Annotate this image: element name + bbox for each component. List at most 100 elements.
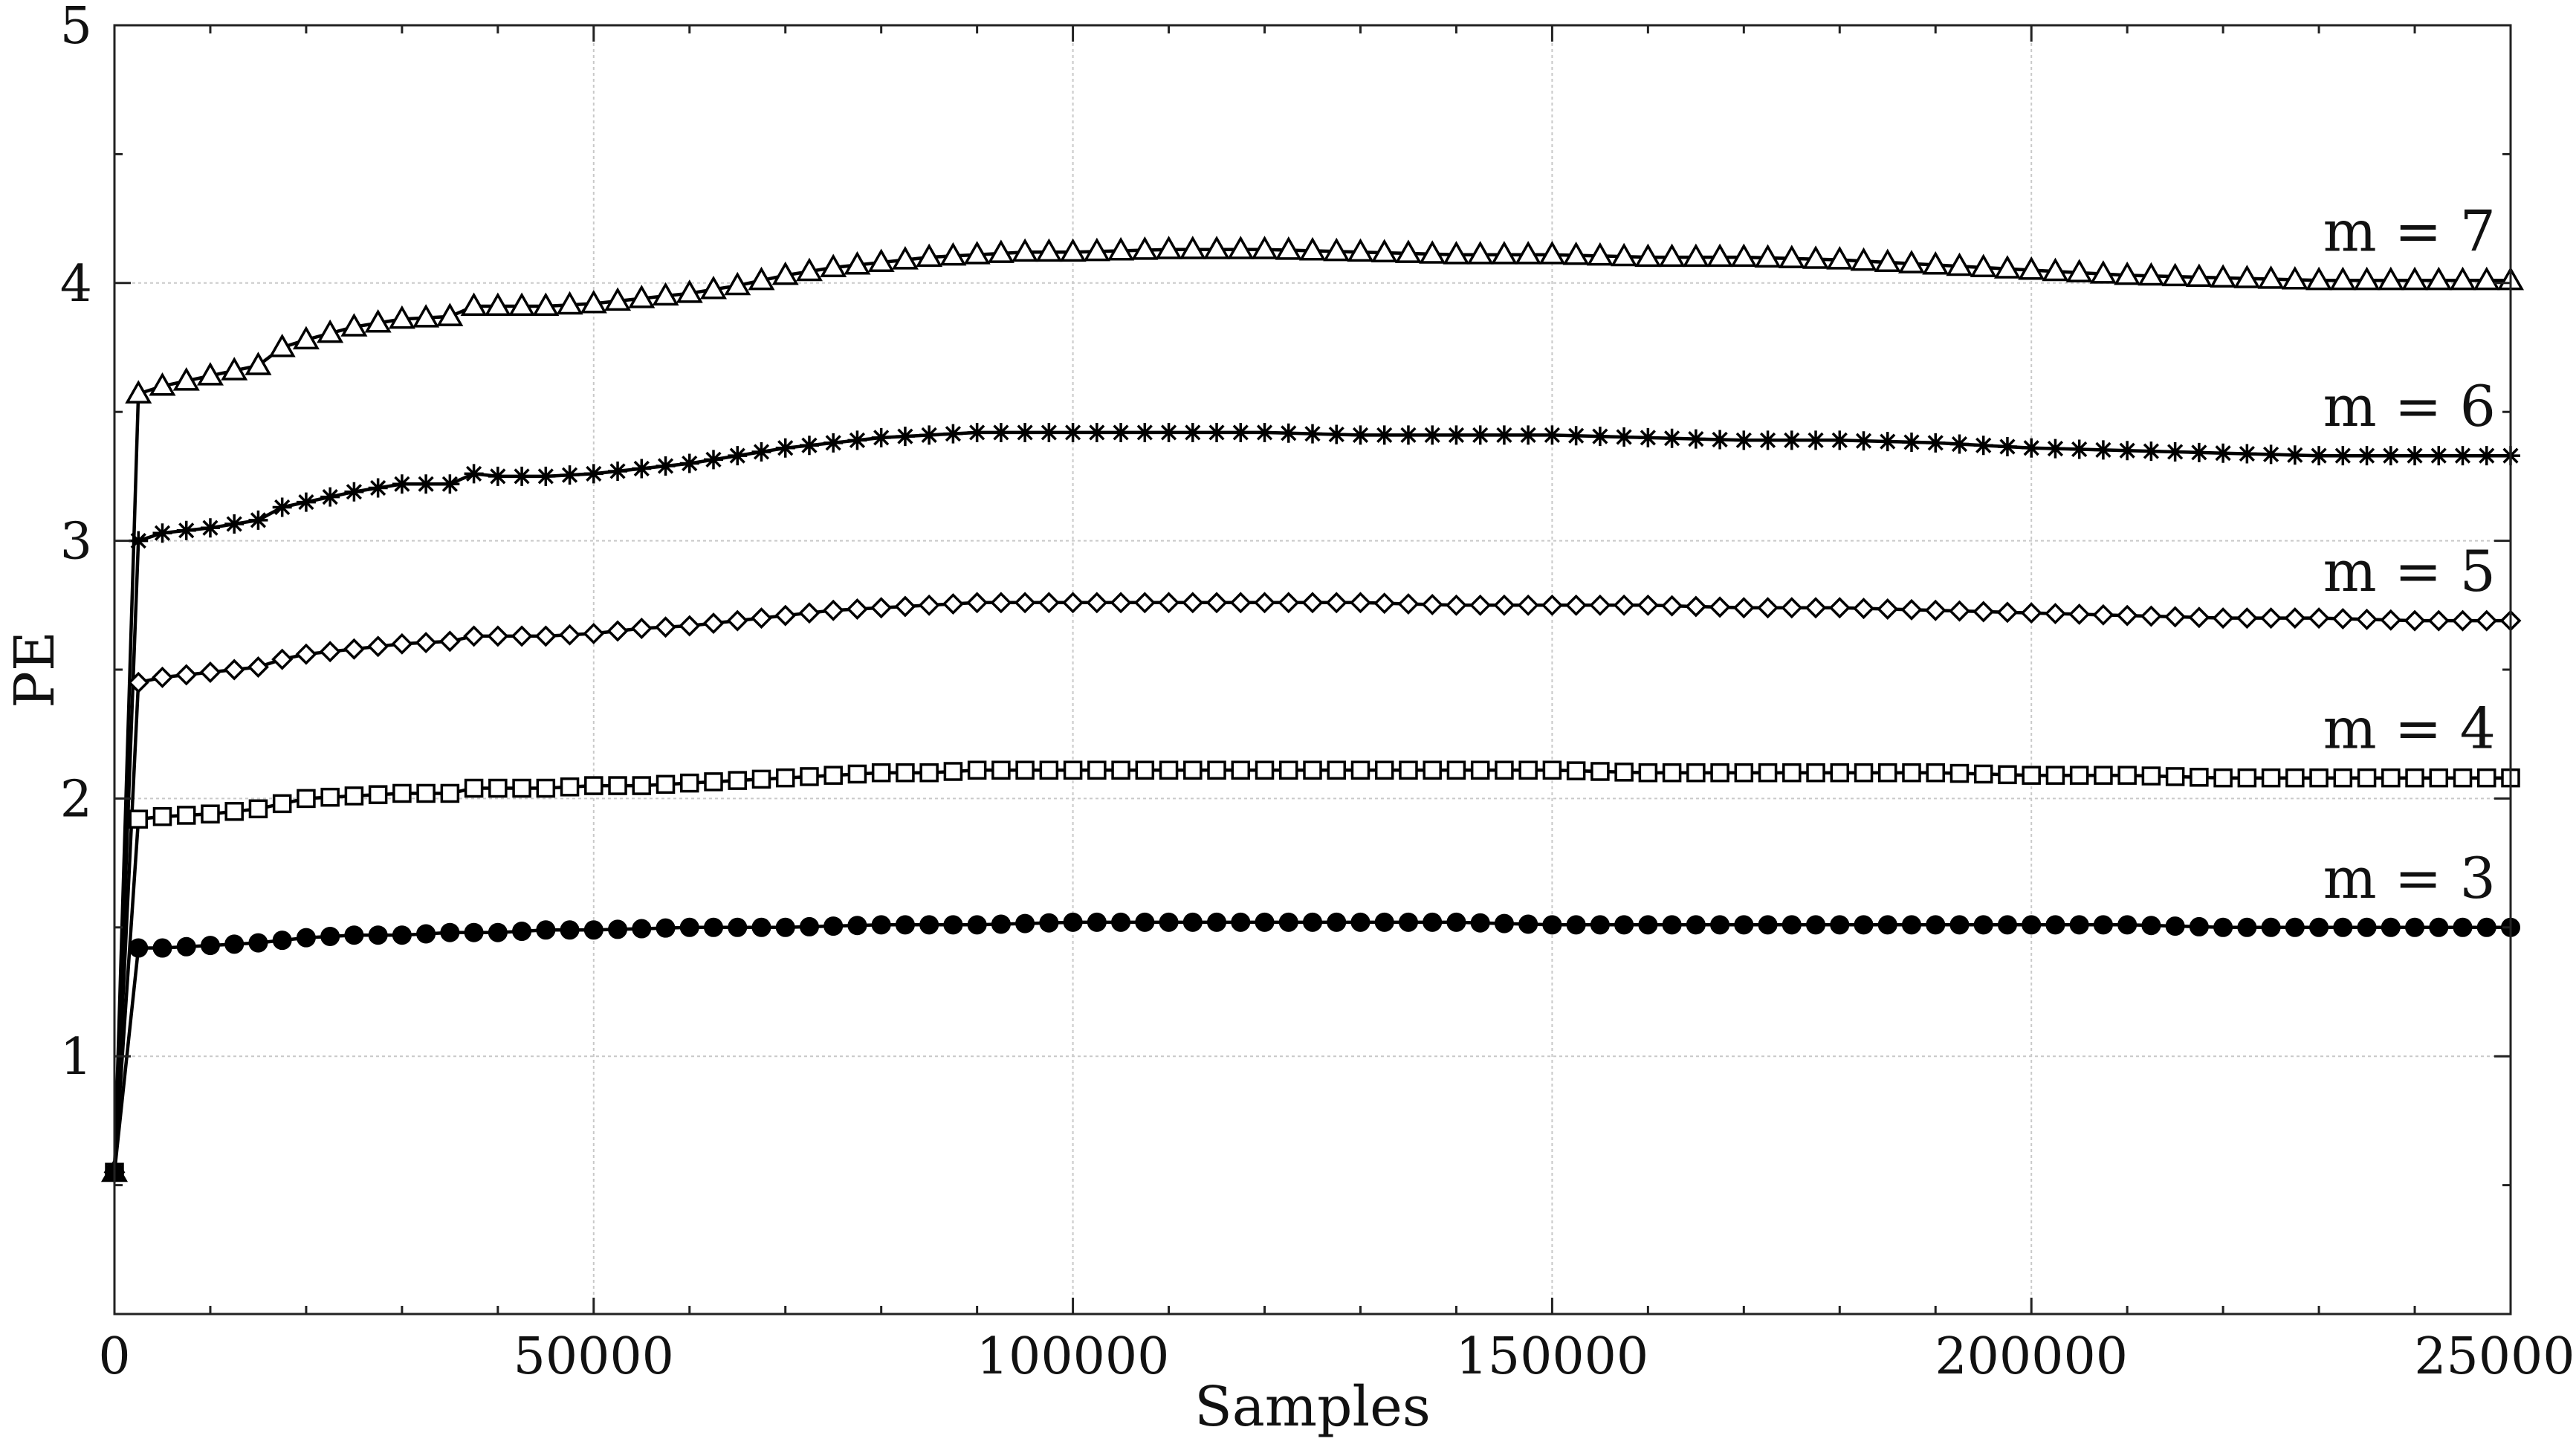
triangle-marker	[604, 287, 632, 311]
square-marker	[1926, 763, 1945, 783]
asterisk-marker	[512, 466, 532, 486]
square-marker	[680, 773, 699, 793]
asterisk-marker	[2261, 444, 2281, 465]
square-marker	[152, 806, 172, 826]
square-marker	[2453, 768, 2473, 788]
square-marker	[2285, 768, 2305, 788]
triangle-marker	[2042, 257, 2069, 282]
asterisk-marker	[1207, 422, 1227, 442]
square-marker	[1063, 760, 1083, 780]
diamond-marker	[2284, 607, 2306, 630]
circle-marker	[1926, 915, 1946, 935]
circle-marker	[656, 918, 676, 938]
triangle-marker	[1083, 237, 1110, 262]
y-tick-label: 4	[60, 255, 92, 314]
diamond-marker	[1086, 592, 1108, 614]
square-marker	[2237, 768, 2257, 788]
square-marker	[1782, 763, 1802, 783]
circle-marker	[2022, 915, 2042, 935]
triangle-marker	[1275, 236, 1302, 260]
triangle-marker	[1059, 238, 1087, 262]
diamond-marker	[1996, 601, 2019, 624]
triangle-marker	[412, 304, 440, 328]
square-marker	[1542, 760, 1562, 780]
square-marker	[272, 794, 292, 814]
asterisk-marker	[488, 466, 508, 486]
circle-marker	[2237, 917, 2257, 937]
triangle-marker	[2257, 265, 2285, 289]
square-marker	[344, 786, 364, 806]
circle-marker	[1566, 915, 1586, 935]
diamond-marker	[295, 643, 317, 665]
diamond-marker	[1062, 592, 1084, 614]
square-marker	[871, 763, 891, 783]
asterisk-marker	[1423, 425, 1443, 445]
triangle-marker	[820, 253, 847, 277]
diamond-marker	[583, 622, 605, 644]
square-marker	[416, 783, 436, 803]
circle-marker	[2141, 916, 2161, 936]
circle-marker	[632, 919, 652, 939]
square-marker	[751, 769, 771, 789]
circle-marker	[1542, 915, 1562, 935]
diamond-marker	[2092, 603, 2114, 626]
diamond-marker	[2356, 608, 2378, 630]
diamond-marker	[2068, 603, 2091, 625]
diamond-marker	[1421, 593, 1443, 615]
square-marker	[943, 762, 963, 781]
square-marker	[1566, 761, 1586, 780]
triangle-marker	[1970, 253, 1997, 277]
asterisk-marker	[1327, 424, 1347, 444]
asterisk-marker	[967, 422, 987, 442]
circle-marker	[1374, 912, 1394, 932]
square-marker	[704, 772, 723, 792]
diamond-marker	[463, 625, 485, 647]
circle-marker	[1758, 915, 1778, 935]
square-marker	[201, 804, 220, 823]
diamond-marker	[702, 612, 725, 635]
square-marker	[248, 799, 268, 819]
circle-marker	[344, 925, 364, 945]
circle-marker	[1781, 915, 1802, 935]
circle-marker	[1063, 912, 1083, 932]
circle-marker	[1877, 915, 1897, 935]
asterisk-marker	[656, 456, 676, 476]
triangle-marker	[771, 261, 799, 285]
diamond-marker	[1661, 595, 1683, 617]
triangle-marker	[844, 250, 871, 275]
asterisk-marker	[536, 466, 556, 486]
triangle-marker	[1298, 236, 1327, 261]
y-tick-label: 3	[60, 513, 92, 572]
diamond-marker	[1637, 594, 1659, 616]
diamond-marker	[679, 615, 701, 637]
asterisk-marker	[704, 450, 723, 470]
square-marker	[1039, 760, 1059, 780]
diamond-marker	[2452, 609, 2473, 632]
triangle-marker	[1754, 244, 1781, 268]
asterisk-marker	[1542, 425, 1562, 445]
diamond-marker	[534, 625, 557, 647]
asterisk-marker	[1015, 422, 1035, 442]
diamond-marker	[726, 609, 748, 632]
triangle-marker	[1107, 236, 1135, 261]
diamond-marker	[1206, 592, 1228, 614]
square-marker	[823, 766, 843, 785]
triangle-marker	[580, 290, 607, 314]
square-marker	[1734, 763, 1754, 783]
asterisk-marker	[1590, 427, 1610, 447]
asterisk-marker	[320, 487, 340, 507]
circle-marker	[416, 924, 436, 944]
square-marker	[2165, 767, 2185, 786]
square-marker	[1231, 760, 1251, 780]
asterisk-marker	[751, 441, 771, 462]
diamond-marker	[127, 671, 149, 693]
square-marker	[560, 777, 580, 797]
circle-marker	[2381, 917, 2401, 937]
square-marker	[2477, 768, 2496, 788]
diamond-marker	[1709, 596, 1731, 618]
square-marker	[656, 774, 676, 795]
triangle-marker	[1419, 240, 1446, 264]
triangle-marker	[2449, 266, 2476, 291]
circle-marker	[679, 917, 699, 937]
triangle-marker	[1227, 236, 1255, 259]
